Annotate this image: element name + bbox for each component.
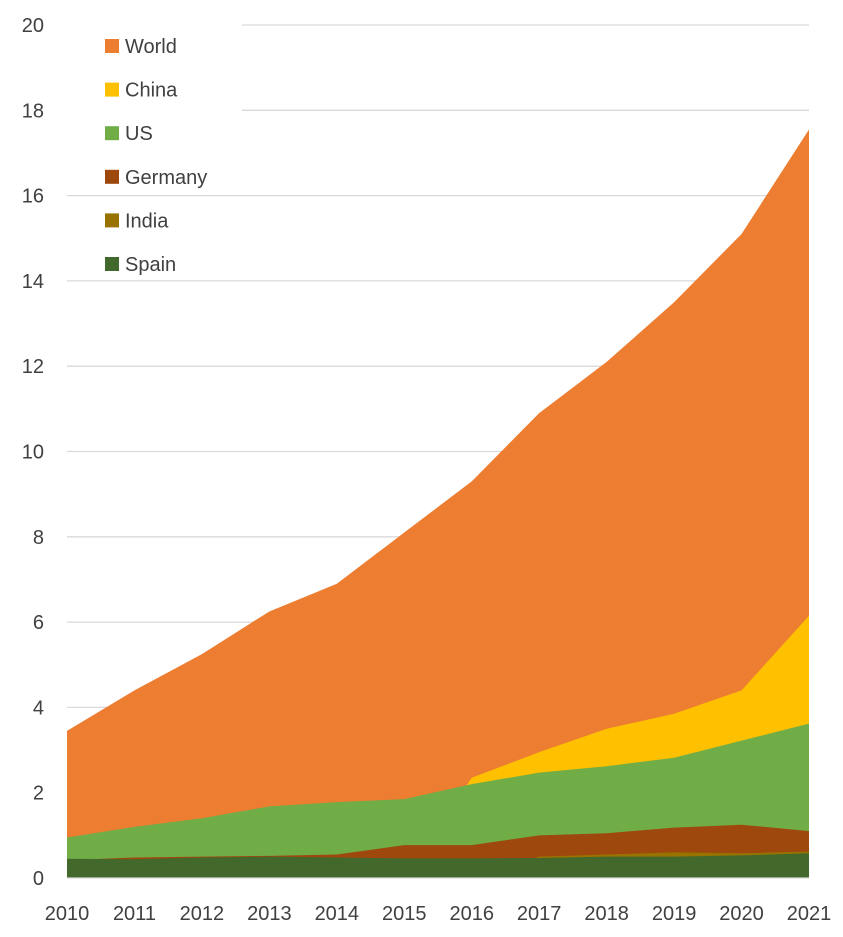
legend-item-world: World <box>105 36 177 58</box>
series-areas <box>67 129 809 879</box>
x-tick-label: 2013 <box>247 903 292 925</box>
legend-label: World <box>125 36 177 58</box>
legend-label: India <box>125 210 169 232</box>
y-tick-label: 14 <box>22 271 44 293</box>
x-tick-label: 2014 <box>315 903 360 925</box>
y-tick-label: 8 <box>33 527 44 549</box>
x-tick-label: 2015 <box>382 903 427 925</box>
legend-item-us: US <box>105 123 153 145</box>
legend-swatch <box>105 126 119 141</box>
x-tick-label: 2021 <box>787 903 832 925</box>
legend-item-china: China <box>105 80 178 102</box>
x-tick-label: 2012 <box>180 903 225 925</box>
y-tick-label: 18 <box>22 100 44 122</box>
legend-swatch <box>105 82 119 97</box>
y-axis-ticks: 0 2 4 6 8 10 12 14 16 18 20 <box>22 15 44 890</box>
x-axis-ticks: 2010 2011 2012 2013 2014 2015 2016 2017 2018 2019… <box>45 903 832 925</box>
x-tick-label: 2017 <box>517 903 562 925</box>
legend-label: US <box>125 123 153 145</box>
legend-label: Germany <box>125 167 207 189</box>
legend-item-india: India <box>105 210 169 232</box>
legend-label: Spain <box>125 254 176 276</box>
legend: World China US Germany India Spain <box>105 36 207 276</box>
x-tick-label: 2020 <box>719 903 764 925</box>
x-tick-label: 2010 <box>45 903 90 925</box>
x-tick-label: 2019 <box>652 903 697 925</box>
y-tick-label: 12 <box>22 356 44 378</box>
legend-item-germany: Germany <box>105 167 207 189</box>
y-tick-label: 16 <box>22 186 44 208</box>
y-tick-label: 4 <box>33 697 44 719</box>
y-tick-label: 6 <box>33 612 44 634</box>
area-world <box>67 129 809 878</box>
legend-label: China <box>125 80 178 102</box>
legend-swatch <box>105 169 119 184</box>
x-tick-label: 2018 <box>584 903 629 925</box>
legend-swatch <box>105 257 119 271</box>
legend-swatch <box>105 39 119 53</box>
area-spain <box>67 853 809 878</box>
y-tick-label: 10 <box>22 442 44 464</box>
legend-item-spain: Spain <box>105 254 176 276</box>
y-tick-label: 2 <box>33 783 44 805</box>
x-tick-label: 2011 <box>113 903 156 925</box>
y-tick-label: 0 <box>33 868 44 890</box>
legend-swatch <box>105 213 119 228</box>
y-tick-label: 20 <box>22 15 44 37</box>
x-tick-label: 2016 <box>449 903 494 925</box>
